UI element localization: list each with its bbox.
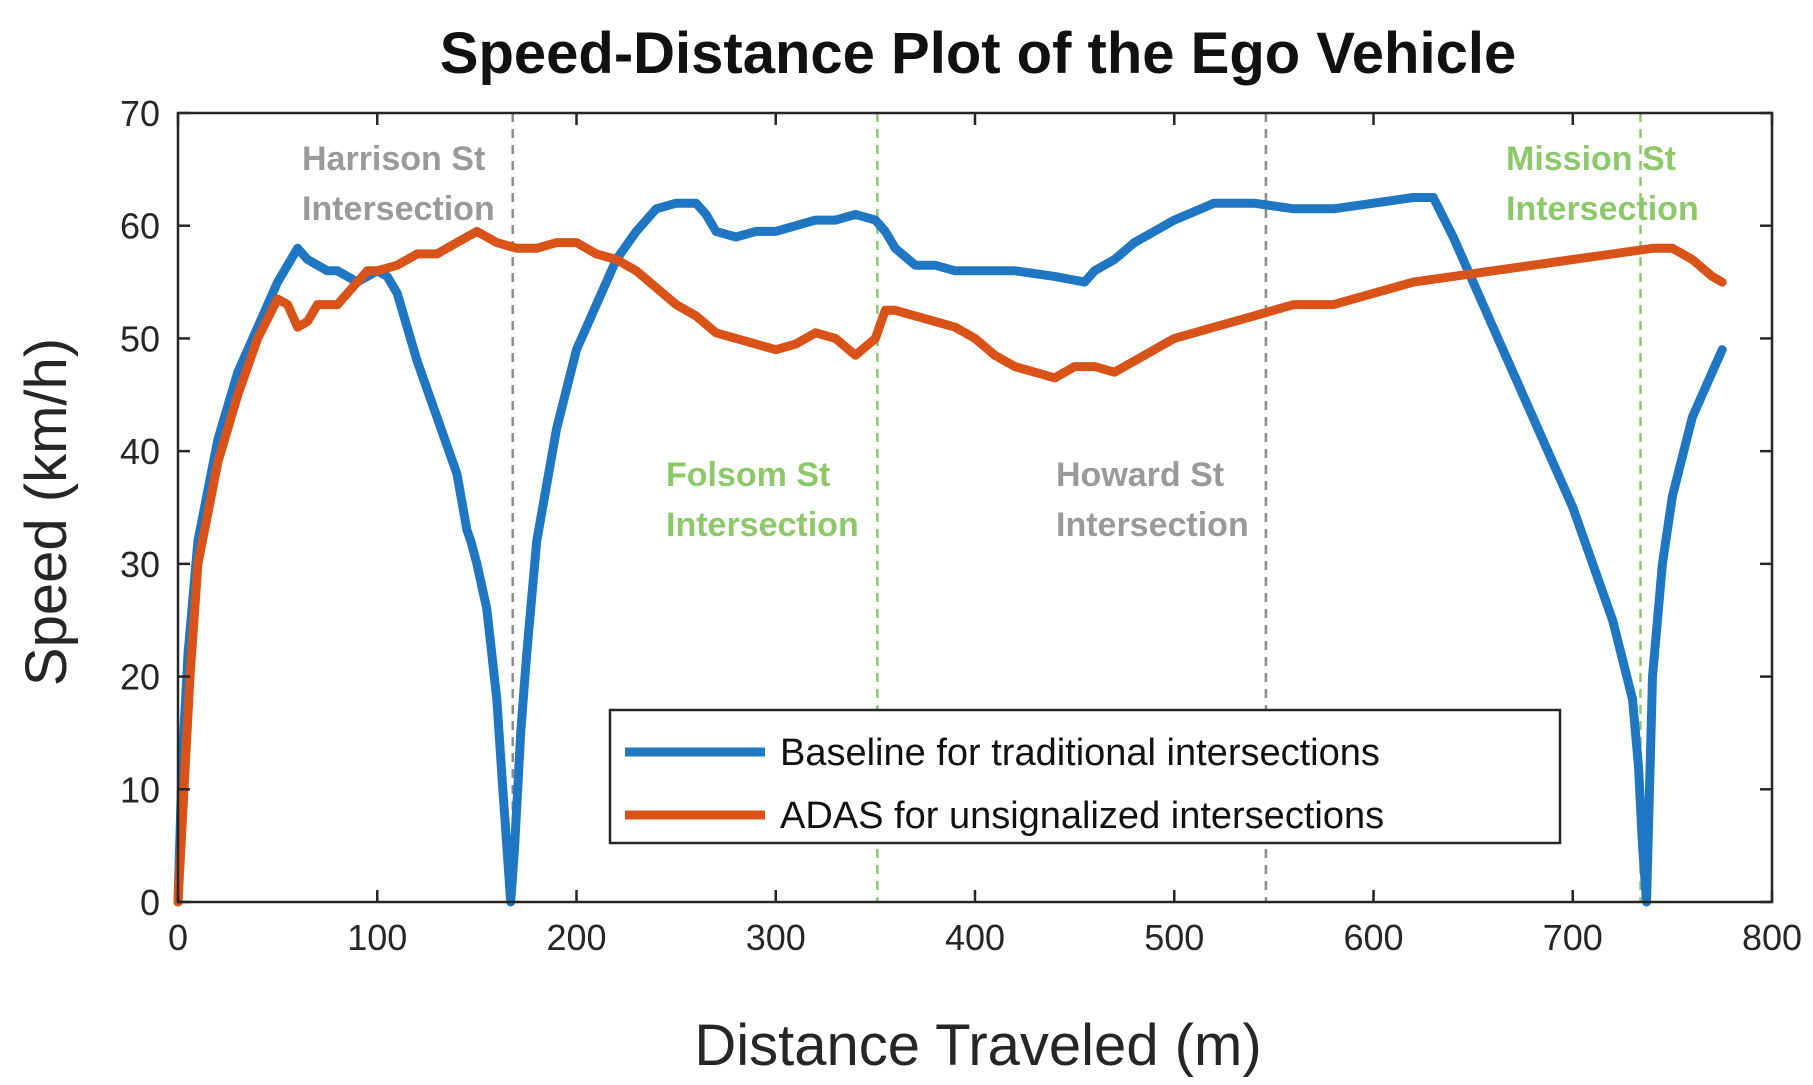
y-tick-label: 40 (120, 431, 160, 472)
intersection-label-line2-2: Intersection (1056, 506, 1249, 544)
intersection-label-line2-3: Intersection (1506, 190, 1699, 228)
y-tick-label: 20 (120, 657, 160, 698)
x-tick-label: 100 (347, 917, 407, 958)
x-tick-label: 800 (1742, 917, 1802, 958)
y-tick-label: 50 (120, 318, 160, 359)
x-tick-label: 500 (1144, 917, 1204, 958)
legend: Baseline for traditional intersections AD… (608, 708, 1562, 845)
intersection-annotations: Harrison St Intersection Folsom St Intersec… (302, 140, 1699, 544)
x-axis-label: Distance Traveled (m) (694, 1013, 1261, 1078)
y-tick-label: 30 (120, 544, 160, 585)
intersection-label-line1-3: Mission St (1506, 140, 1676, 178)
intersection-label-line1-0: Harrison St (302, 140, 485, 178)
y-tick-label: 10 (120, 769, 160, 810)
x-tick-label: 200 (546, 917, 606, 958)
series-line-1 (173, 226, 1727, 907)
x-tick-label: 400 (945, 917, 1005, 958)
x-tick-label: 300 (746, 917, 806, 958)
legend-label-0: Baseline for traditional intersections (780, 732, 1380, 774)
axis-ticks: 0 100 200 300 400 500 600 700 800 0 10 20 30 40 50 60 70 (120, 93, 1802, 958)
series-layer (173, 193, 1727, 907)
y-tick-label: 70 (120, 93, 160, 134)
intersection-label-line1-2: Howard St (1056, 456, 1224, 494)
intersection-label-line1-1: Folsom St (666, 456, 830, 494)
legend-label-1: ADAS for unsignalized intersections (780, 795, 1384, 837)
chart-title: Speed-Distance Plot of the Ego Vehicle (440, 21, 1516, 86)
x-tick-label: 600 (1343, 917, 1403, 958)
x-tick-label: 700 (1543, 917, 1603, 958)
x-tick-label: 0 (168, 917, 188, 958)
y-axis-label: Speed (km/h) (14, 338, 79, 686)
y-tick-label: 0 (140, 882, 160, 923)
intersection-label-line2-0: Intersection (302, 190, 495, 228)
intersection-label-line2-1: Intersection (666, 506, 859, 544)
legend-box (608, 708, 1562, 845)
y-tick-label: 60 (120, 206, 160, 247)
